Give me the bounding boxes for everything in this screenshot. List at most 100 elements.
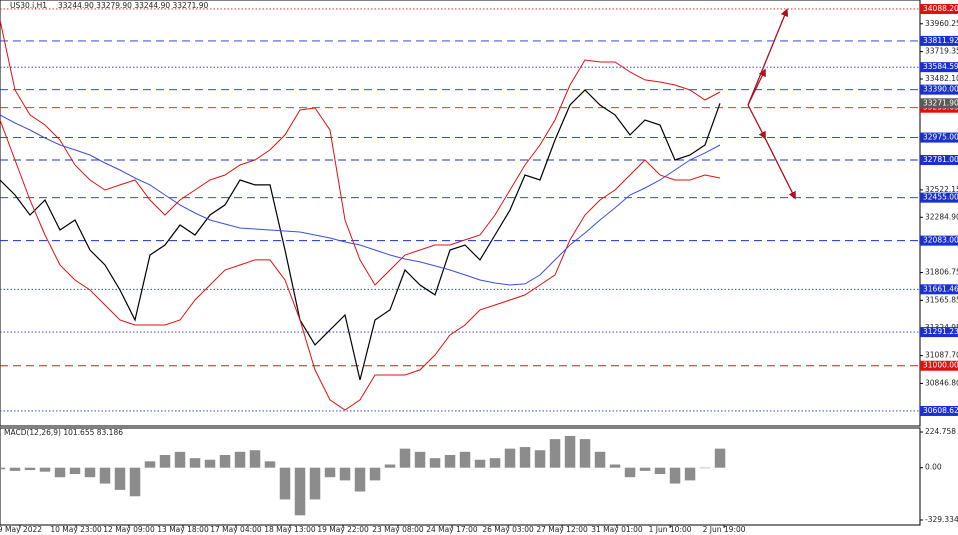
chart-title: US30.i,H1 xyxy=(10,1,47,10)
level-label: 32975.00 xyxy=(923,133,958,142)
arrow xyxy=(763,135,796,200)
x-tick-label: 12 May 09:00 xyxy=(103,525,155,534)
macd-bar xyxy=(24,467,36,471)
macd-bar xyxy=(174,451,186,468)
arrow xyxy=(747,68,766,106)
macd-bar xyxy=(279,467,291,500)
macd-bar xyxy=(54,467,66,478)
current-price-label: 33271.90 xyxy=(923,98,958,107)
y-tick-label: 32522.15 xyxy=(925,185,958,194)
level-label: 33811.92 xyxy=(923,36,958,45)
level-label: 31291.23 xyxy=(923,327,958,336)
level-box xyxy=(920,192,958,203)
y-tick-label: 33719.35 xyxy=(925,47,958,56)
x-tick-label: 18 May 13:00 xyxy=(264,525,316,534)
macd-bar xyxy=(609,464,621,468)
macd-bar xyxy=(144,461,156,468)
macd-bar xyxy=(354,467,366,492)
macd-bar xyxy=(654,467,666,475)
y-tick-label: 31565.85 xyxy=(925,295,958,304)
macd-bar xyxy=(339,467,351,481)
macd-bar xyxy=(294,467,306,516)
level-label: 31000.00 xyxy=(923,361,958,370)
macd-bar xyxy=(519,447,531,468)
indicator-line xyxy=(0,114,721,286)
x-tick-label: 31 May 01:00 xyxy=(591,525,643,534)
x-tick-label: 17 May 04:00 xyxy=(210,525,262,534)
macd-bar xyxy=(384,464,396,468)
macd-bar xyxy=(429,458,441,468)
macd-bar xyxy=(399,448,411,468)
macd-bar xyxy=(69,467,81,475)
x-tick-label: 24 May 17:00 xyxy=(426,525,478,534)
current-price-box xyxy=(920,98,958,109)
macd-bar xyxy=(99,467,111,484)
macd-bar xyxy=(249,450,261,468)
macd-bar xyxy=(84,467,96,478)
level-box xyxy=(920,284,958,295)
y-tick-label: 224.758 xyxy=(925,427,956,436)
macd-panel xyxy=(0,427,921,526)
macd-bar xyxy=(549,439,561,468)
macd-bar xyxy=(219,454,231,468)
macd-bar xyxy=(684,467,696,481)
x-tick-label: 19 May 22:00 xyxy=(317,525,369,534)
level-box xyxy=(920,35,958,46)
macd-bar xyxy=(669,467,681,484)
macd-bar xyxy=(639,467,651,471)
macd-bar xyxy=(9,467,21,471)
macd-bar xyxy=(489,458,501,468)
level-label: 32781.00 xyxy=(923,155,958,164)
y-tick-label: 31087.70 xyxy=(925,351,958,360)
level-box xyxy=(920,405,958,416)
macd-bar xyxy=(0,467,6,470)
arrow xyxy=(747,104,766,140)
y-tick-label: 32284.90 xyxy=(925,212,958,221)
macd-bar xyxy=(699,467,711,469)
level-label: 33390.00 xyxy=(923,85,958,94)
level-label: 34088.20 xyxy=(923,4,958,13)
level-label: 32083.00 xyxy=(923,236,958,245)
macd-bar xyxy=(204,459,216,468)
macd-bar xyxy=(309,467,321,500)
macd-bar xyxy=(594,451,606,468)
x-tick-label: 23 May 08:00 xyxy=(372,525,424,534)
macd-bar xyxy=(579,439,591,468)
price-line xyxy=(0,89,721,381)
macd-bar xyxy=(444,454,456,468)
y-tick-label: -329.334 xyxy=(925,515,958,524)
x-tick-label: 10 May 23:00 xyxy=(50,525,102,534)
y-tick-label: 0.00 xyxy=(925,463,942,472)
macd-bar xyxy=(234,451,246,468)
level-label: 33584.59 xyxy=(923,62,958,71)
chart-subtitle: 33244.90 33279.90 33244.90 33271.90 xyxy=(58,1,209,10)
level-box xyxy=(920,132,958,143)
x-tick-label: 9 May 2022 xyxy=(0,525,42,534)
x-tick-label: 26 May 03:00 xyxy=(482,525,534,534)
macd-bar xyxy=(414,451,426,468)
level-label: 30608.62 xyxy=(923,406,958,415)
level-box xyxy=(920,154,958,165)
macd-bar xyxy=(474,459,486,468)
macd-bar xyxy=(504,448,516,468)
macd-bar xyxy=(534,450,546,468)
macd-bar xyxy=(459,451,471,468)
macd-bar xyxy=(624,467,636,478)
x-tick-label: 1 Jun 10:00 xyxy=(649,525,692,534)
y-tick-label: 31806.75 xyxy=(925,268,958,277)
y-tick-label: 30846.80 xyxy=(925,378,958,387)
macd-title: MACD(12,26,9) 101.655 83.186 xyxy=(4,428,123,437)
level-label: 31661.46 xyxy=(923,284,958,293)
x-tick-label: 13 May 18:00 xyxy=(157,525,209,534)
level-label: 32455.00 xyxy=(923,193,958,202)
x-tick-label: 2 Jun 19:00 xyxy=(703,525,746,534)
level-box xyxy=(920,84,958,95)
macd-bar xyxy=(39,467,51,472)
level-box xyxy=(920,3,958,14)
level-box xyxy=(920,360,958,371)
level-box xyxy=(920,235,958,246)
macd-bar xyxy=(564,435,576,468)
macd-bar xyxy=(369,467,381,481)
level-box xyxy=(920,327,958,338)
